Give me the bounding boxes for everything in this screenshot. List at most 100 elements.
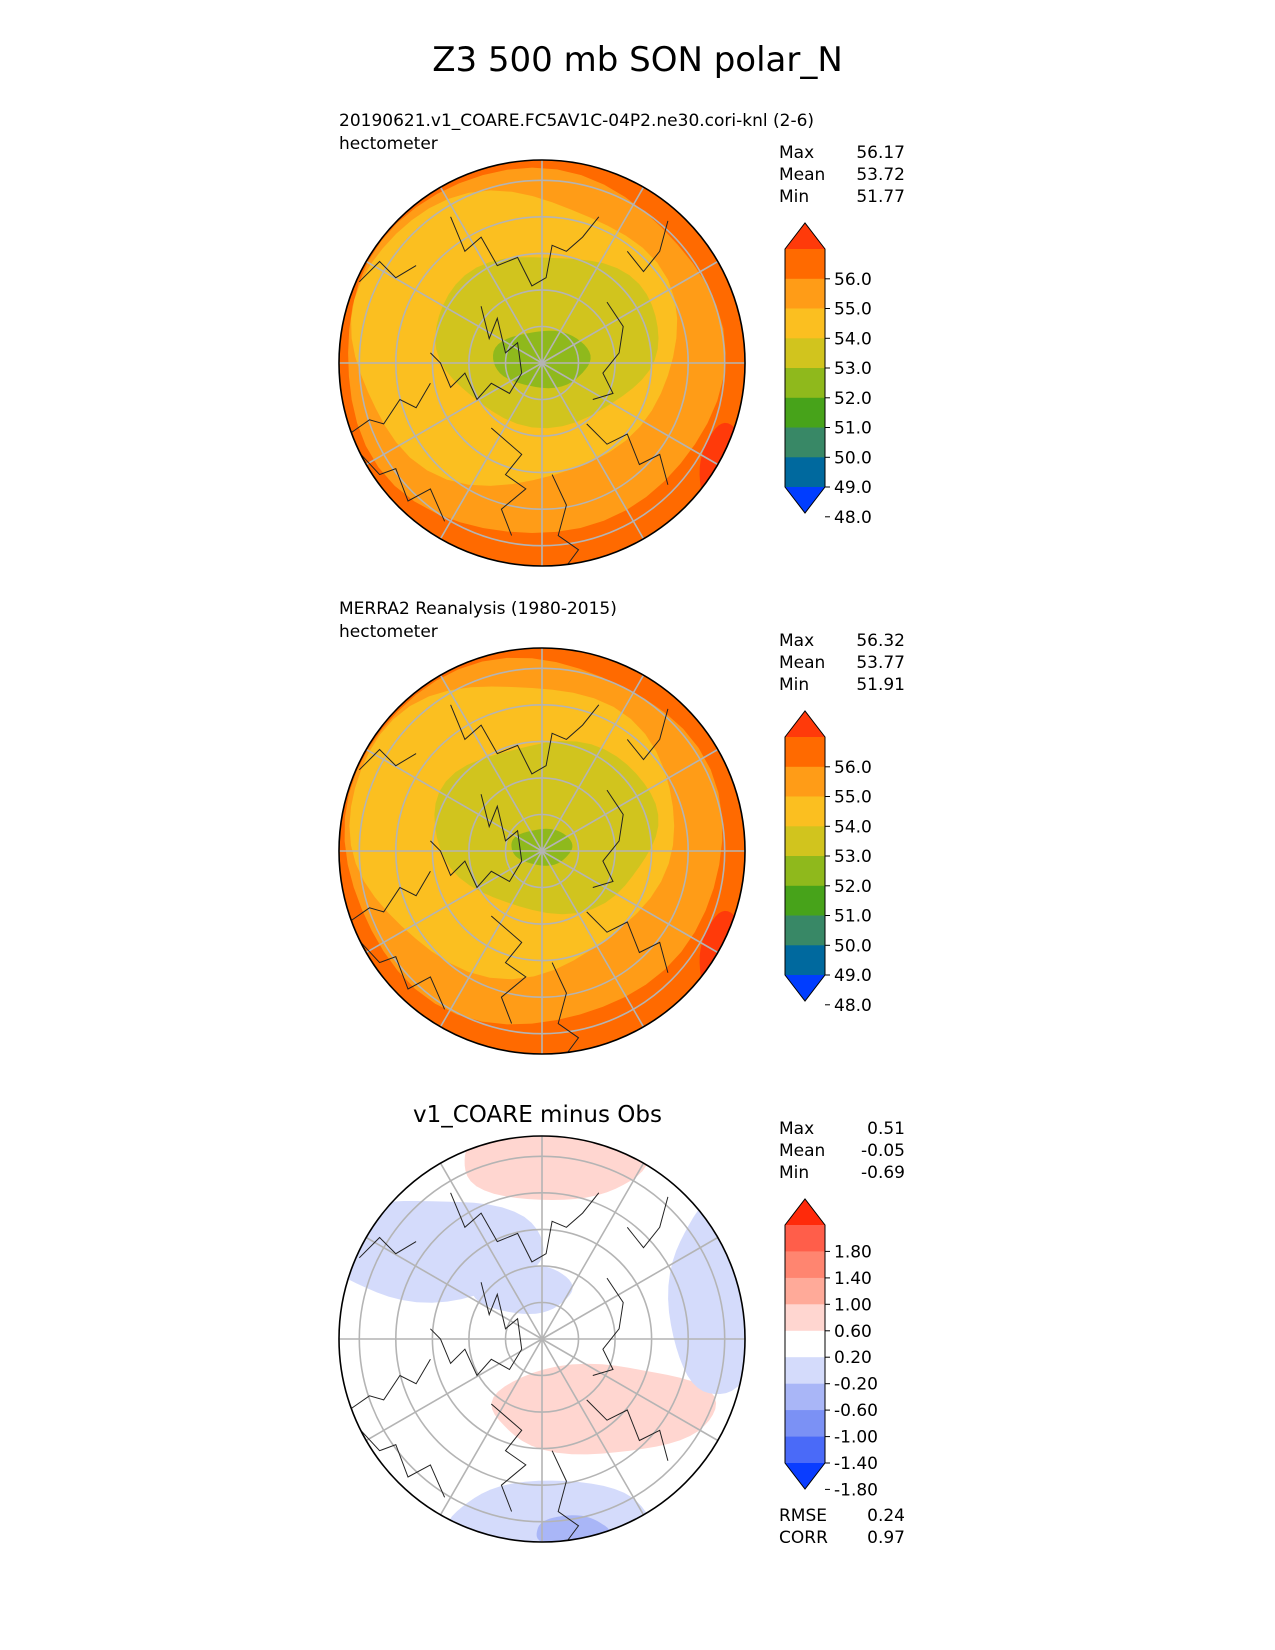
colorbar-tick-label: -0.20: [834, 1375, 878, 1395]
meridian-gridline: [439, 850, 543, 1028]
map-clip-group: [339, 1136, 745, 1542]
coastline: [490, 1403, 527, 1512]
colorbar-segment: [785, 1330, 825, 1358]
stat-value: 53.72: [856, 165, 905, 185]
stat-label: Mean: [779, 165, 826, 185]
colorbar-segment: [785, 1251, 825, 1279]
coastline: [430, 306, 523, 401]
coastline: [551, 962, 580, 1054]
map-boundary: [338, 159, 746, 567]
colorbar-segment: [785, 915, 825, 946]
colorbar-segment: [785, 457, 825, 488]
meridian-gridline: [541, 1162, 645, 1340]
meridian-gridline: [439, 1338, 543, 1516]
map-panel-model: [338, 159, 746, 567]
colorbar-segment: [785, 278, 825, 310]
coastline: [354, 935, 446, 1010]
coastline: [586, 1399, 669, 1461]
panel2-title: MERRA2 Reanalysis (1980-2015): [339, 599, 617, 619]
colorbar-tick-label: 51.0: [834, 907, 872, 927]
stat-mean: Mean -0.05: [779, 1140, 905, 1162]
meridian-gridline: [541, 186, 645, 364]
coastline: [626, 1196, 669, 1249]
coastline: [592, 301, 624, 400]
stat-label: Min: [779, 675, 810, 695]
colorbar-segment: [785, 1410, 825, 1437]
coastline: [626, 708, 669, 761]
stat-label: Min: [779, 1163, 810, 1183]
colorbar-extend-bottom: [785, 1463, 825, 1489]
map-clip-group: [339, 648, 745, 1054]
stat-max: Max 56.17: [779, 142, 905, 164]
stat-value: -0.05: [861, 1141, 905, 1161]
colorbar-tick-label: -1.80: [834, 1480, 878, 1500]
map-boundary: [338, 647, 746, 1055]
colorbar-extend-top: [785, 711, 825, 737]
panel3-title: v1_COARE minus Obs: [413, 1102, 662, 1128]
meridian-gridline: [541, 1338, 645, 1516]
coastline: [592, 1277, 624, 1376]
coastline: [626, 220, 669, 273]
meridian-gridline: [541, 1338, 719, 1442]
meridian-gridline: [439, 362, 543, 540]
panel3-stats: Max 0.51 Mean -0.05 Min -0.69: [779, 1118, 905, 1184]
meridian-gridline: [439, 1162, 543, 1340]
coastline: [348, 1359, 431, 1411]
coastline: [358, 260, 417, 283]
colorbar-tick-label: 1.40: [834, 1269, 872, 1289]
meridian-gridline: [365, 1236, 543, 1340]
coastline: [354, 447, 446, 522]
colorbar-segment: [785, 1383, 825, 1411]
colorbar-segment: [785, 338, 825, 369]
panel1-units: hectometer: [339, 134, 438, 154]
contour-band-52: [434, 741, 659, 915]
meridian-gridline: [439, 186, 543, 364]
coastline: [430, 1282, 523, 1377]
colorbar-tick-label: 55.0: [834, 788, 872, 808]
meridian-gridline: [541, 674, 645, 852]
colorbar-tick-label: 1.80: [834, 1242, 872, 1262]
colorbar-segment: [785, 427, 825, 458]
colorbar-extend-top: [785, 223, 825, 249]
coastline: [450, 216, 600, 287]
colorbar-segment: [785, 1436, 825, 1464]
stat-label: Mean: [779, 1141, 826, 1161]
metric-label: RMSE: [779, 1506, 828, 1526]
stat-label: Max: [779, 143, 815, 163]
coastline: [586, 911, 669, 973]
coastline: [348, 383, 431, 435]
panel2-stats: Max 56.32 Mean 53.77 Min 51.91: [779, 630, 905, 696]
colorbar-extend-bottom: [785, 487, 825, 513]
stat-label: Max: [779, 1119, 815, 1139]
colorbar-segment: [785, 796, 825, 827]
meridian-gridline: [365, 1338, 543, 1442]
colorbar-extend-top: [785, 1199, 825, 1225]
stat-label: Min: [779, 187, 810, 207]
coastline: [551, 474, 580, 566]
stat-value: 56.32: [856, 631, 905, 651]
colorbar-tick-label: 54.0: [834, 817, 872, 837]
coastline: [358, 1236, 417, 1259]
coastline: [586, 423, 669, 485]
coastline: [592, 789, 624, 888]
meridian-gridline: [541, 260, 719, 364]
colorbar-segment: [785, 856, 825, 887]
negative-anomaly: [471, 1264, 573, 1314]
colorbar-tick-label: 56.0: [834, 758, 872, 778]
colorbar-segment: [785, 368, 825, 399]
colorbar-tick-label: 0.20: [834, 1348, 872, 1368]
colorbar-segment: [785, 945, 825, 976]
colorbar-obs: 56.0 55.0 54.0 53.0 52.0 51.0 50.0 49.0 48.0: [784, 710, 872, 1016]
colorbar-segment: [785, 1225, 825, 1252]
colorbar-tick-label: 53.0: [834, 847, 872, 867]
stat-value: -0.69: [861, 1163, 905, 1183]
stat-min: Min 51.91: [779, 674, 905, 696]
metric-value: 0.97: [867, 1528, 905, 1548]
colorbar-tick-label: 51.0: [834, 419, 872, 439]
map-clip-group: [339, 160, 745, 566]
colorbar-tick-label: -1.00: [834, 1428, 878, 1448]
map-panel-difference: [338, 1135, 746, 1543]
colorbar-segment: [785, 1357, 825, 1385]
colorbar-tick-label: 50.0: [834, 448, 872, 468]
colorbar-tick-label: 50.0: [834, 936, 872, 956]
